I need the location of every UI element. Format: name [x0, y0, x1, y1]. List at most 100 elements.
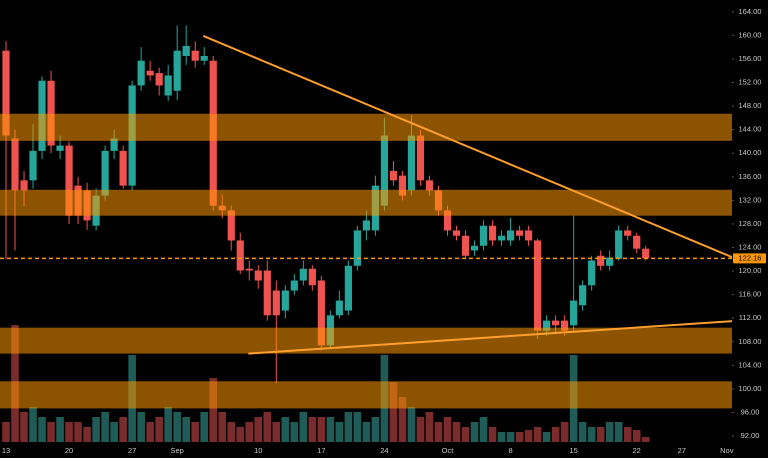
candle-body [119, 150, 127, 186]
volume-bar [326, 417, 335, 442]
volume-bar [551, 427, 560, 442]
x-tick-label: 17 [317, 446, 325, 455]
volume-bar [542, 432, 551, 442]
volume-bar [632, 430, 641, 442]
candle-body [425, 180, 434, 191]
y-tick-label: 160.00 [739, 30, 762, 39]
volume-bar [479, 417, 488, 442]
volume-bar [344, 412, 353, 442]
x-tick-label: Sep [171, 446, 184, 455]
zone [0, 113, 741, 141]
volume-bar [209, 378, 218, 442]
volume-bar [623, 427, 632, 442]
x-tick-label: 20 [65, 446, 73, 455]
volume-bar [506, 432, 515, 442]
volume-bar [191, 422, 200, 442]
volume-bar [173, 412, 181, 442]
candle-body [353, 230, 361, 266]
candle-body [488, 225, 497, 241]
candle-body [65, 145, 73, 216]
volume-bar [200, 412, 209, 442]
candle-body [642, 248, 650, 259]
volume-bar [92, 417, 100, 442]
last-price-label: 122.16 [739, 253, 762, 262]
candle-body [552, 320, 560, 326]
x-tick-label: 24 [380, 446, 388, 455]
x-tick-label: Oct [442, 446, 455, 455]
volume-bar [119, 417, 127, 442]
candle-body [299, 268, 307, 281]
volume-bar [38, 417, 46, 442]
y-tick-label: 140.00 [739, 148, 762, 157]
volume-bar [488, 427, 497, 442]
candle-body [317, 280, 325, 346]
x-tick-label: 22 [633, 446, 641, 455]
volume-bar [425, 412, 434, 442]
candle-body [443, 210, 452, 231]
volume-bar [443, 417, 452, 442]
candle-body [633, 235, 641, 249]
volume-bar [470, 422, 479, 442]
candle-body [254, 270, 262, 281]
candle-body [200, 55, 208, 61]
candle-body [308, 268, 316, 286]
volume-bar [137, 412, 145, 442]
y-tick-label: 104.00 [739, 360, 762, 369]
candle-body [146, 70, 154, 76]
candle-body [615, 230, 623, 259]
volume-bar [290, 422, 299, 442]
volume-bar [218, 412, 227, 442]
volume-bar [335, 422, 344, 442]
y-tick-label: 100.00 [739, 384, 762, 393]
x-tick-label: 15 [569, 446, 577, 455]
candle-body [173, 50, 181, 91]
y-tick-label: 96.00 [741, 408, 760, 417]
candle-body [182, 45, 190, 56]
trend-line [248, 319, 741, 355]
candle-body [452, 230, 461, 236]
volume-bar [497, 432, 506, 442]
volume-bar [533, 427, 542, 442]
y-tick-label: 164.00 [739, 7, 762, 16]
candle-body [579, 285, 587, 306]
candle-body [191, 50, 199, 61]
volume-bar [65, 422, 73, 442]
volume-bar [434, 422, 443, 442]
candle-body [164, 75, 172, 96]
volume-bar [641, 437, 650, 442]
last-price-box [733, 253, 766, 264]
volume-bar [227, 422, 236, 442]
candle-body [380, 135, 389, 206]
candle-body [272, 290, 280, 316]
volume-bar [353, 412, 362, 442]
x-tick-label: Nov [720, 446, 734, 455]
volume-bar [596, 427, 605, 442]
y-tick-label: 128.00 [739, 219, 762, 228]
volume-bar [416, 417, 425, 442]
volume-bar [254, 417, 263, 442]
candle-body [155, 73, 163, 86]
candle-body [101, 150, 109, 196]
y-tick-label: 132.00 [739, 195, 762, 204]
candle-body [506, 230, 515, 241]
y-tick-label: 92.00 [741, 431, 760, 440]
zone [0, 381, 741, 409]
volume-bar [164, 407, 172, 442]
volume-bar [389, 382, 398, 442]
candle-body [606, 257, 614, 266]
volume-bar [362, 422, 371, 442]
candle-body [561, 320, 569, 331]
candle-body [290, 280, 298, 291]
volume-bar [587, 427, 596, 442]
x-tick-label: 27 [678, 446, 686, 455]
candle-body [515, 230, 524, 236]
volume-bar [2, 422, 10, 442]
candle-body [245, 268, 253, 271]
volume-bar [317, 417, 326, 442]
y-tick-label: 156.00 [739, 54, 762, 63]
candle-body [2, 50, 10, 136]
candle-body [263, 270, 271, 316]
candle-body [389, 170, 398, 181]
volume-bar [560, 422, 569, 442]
